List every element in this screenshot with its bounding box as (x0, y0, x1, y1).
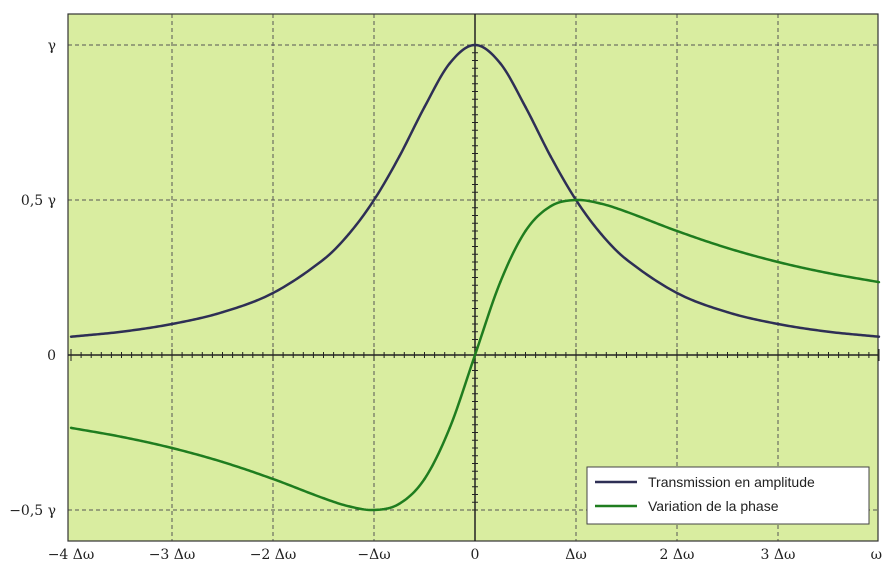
data-point-phase (473, 353, 477, 357)
data-point-phase (499, 280, 502, 284)
x-tick-label: 3 Δω (761, 547, 796, 561)
x-tick-label: Δω (565, 547, 587, 561)
legend-box (586, 466, 870, 525)
data-point-transmission (170, 322, 174, 326)
legend: Transmission en amplitude Variation de l… (586, 466, 870, 525)
data-point-transmission (877, 335, 881, 338)
data-point-transmission (221, 311, 224, 314)
x-tick-label: 0 (471, 547, 480, 561)
data-point-phase (398, 502, 401, 505)
x-tick-label: −Δω (357, 547, 390, 561)
data-point-transmission (120, 330, 123, 333)
y-tick-label: 0,5 γ (21, 193, 56, 209)
data-point-transmission (776, 322, 780, 326)
data-point-phase (221, 460, 224, 464)
data-point-phase (271, 477, 275, 481)
data-point-transmission (448, 62, 451, 65)
data-point-phase (170, 446, 174, 450)
data-point-phase (726, 246, 729, 250)
plot-frame (67, 13, 879, 542)
data-point-phase (549, 205, 552, 208)
data-point-transmission (549, 155, 552, 158)
data-point-phase (372, 508, 376, 512)
data-point-phase (776, 260, 780, 264)
x-tick-label: −3 Δω (149, 547, 196, 561)
data-point-transmission (398, 155, 401, 158)
data-point-transmission (524, 105, 527, 109)
data-point-transmission (625, 258, 628, 261)
axes (67, 13, 880, 542)
data-point-phase (675, 229, 679, 233)
data-point-phase (322, 497, 325, 500)
data-point-phase (877, 280, 881, 284)
data-point-transmission (69, 335, 73, 338)
y-tick-label: −0,5 γ (9, 503, 56, 519)
data-point-transmission (423, 105, 426, 109)
data-point-transmission (827, 330, 830, 333)
data-point-phase (827, 271, 830, 275)
data-point-transmission (271, 291, 275, 295)
x-tick-label: ω (871, 547, 882, 561)
data-point-phase (69, 426, 73, 430)
data-point-transmission (473, 43, 477, 47)
data-point-transmission (372, 198, 376, 202)
series-lines (69, 43, 881, 512)
data-point-transmission (347, 232, 350, 236)
data-point-phase (574, 198, 578, 202)
legend-label-transmission: Transmission en amplitude (648, 474, 815, 490)
data-point-phase (120, 435, 123, 439)
data-point-transmission (322, 258, 325, 261)
data-point-phase (423, 477, 426, 481)
x-tick-label: −4 Δω (48, 547, 95, 561)
legend-label-phase: Variation de la phase (648, 498, 779, 514)
data-point-phase (524, 229, 527, 233)
data-point-transmission (499, 62, 502, 65)
data-point-transmission (726, 311, 729, 314)
data-point-phase (600, 202, 603, 205)
y-tick-label: γ (48, 38, 56, 54)
tick-labels: −4 Δω −3 Δω −2 Δω −Δω 0 Δω 2 Δω 3 Δω ω γ 0,5 γ 0 −0,… (9, 38, 882, 561)
data-point-transmission (675, 291, 679, 295)
grid-lines (68, 14, 878, 541)
x-tick-label: 2 Δω (660, 547, 695, 561)
data-point-phase (347, 505, 350, 508)
data-point-phase (448, 426, 451, 430)
data-point-transmission (600, 232, 603, 236)
x-tick-label: −2 Δω (250, 547, 297, 561)
data-point-phase (625, 210, 628, 213)
y-tick-label: 0 (47, 348, 56, 364)
